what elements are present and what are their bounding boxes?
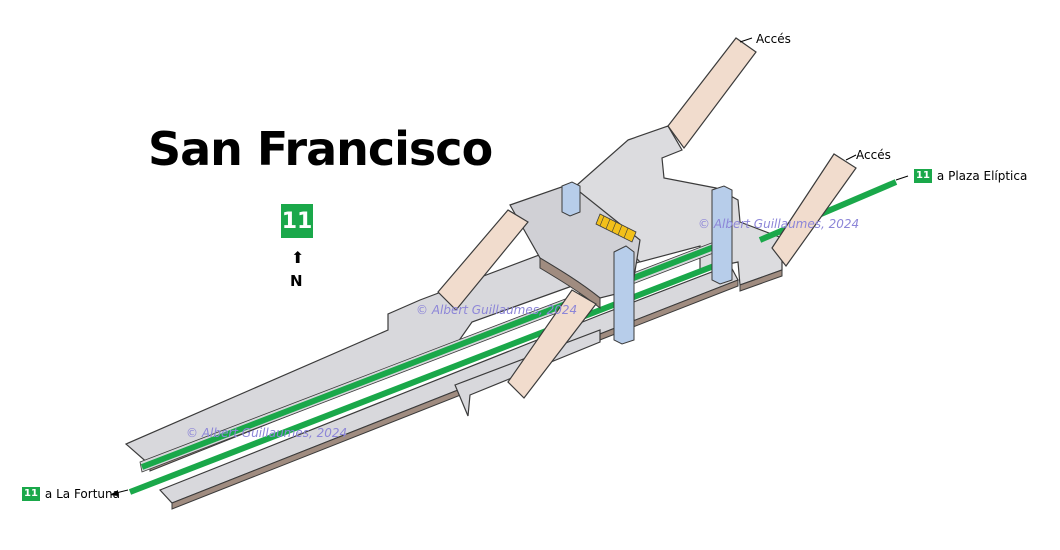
pillar-3 bbox=[711, 185, 733, 285]
destination-la-fortuna: 11 a La Fortuna bbox=[22, 487, 120, 501]
escalator bbox=[595, 213, 637, 243]
watermark: © Albert Guillaumes, 2024 bbox=[186, 426, 348, 440]
station-title: San Francisco bbox=[148, 122, 493, 176]
pillar-2 bbox=[613, 245, 635, 345]
watermark: © Albert Guillaumes, 2024 bbox=[416, 303, 578, 317]
destination-text: a Plaza Elíptica bbox=[936, 169, 1028, 183]
access-corridor-e bbox=[771, 153, 857, 268]
leader-plaza-eliptica bbox=[895, 175, 909, 181]
line-11-badge: 11 bbox=[281, 204, 313, 238]
access-label-1: Accés bbox=[756, 32, 791, 46]
north-label: N bbox=[290, 272, 303, 290]
north-arrow-icon: ⬆ bbox=[291, 248, 305, 267]
leader-acces-2 bbox=[845, 154, 857, 161]
track-line-11-east bbox=[758, 179, 898, 243]
line-11-small-badge: 11 bbox=[22, 487, 40, 501]
access-label-2: Accés bbox=[856, 148, 891, 162]
concourse-side bbox=[539, 257, 601, 310]
mezzanine-edge bbox=[739, 269, 783, 292]
line-11-small-badge: 11 bbox=[914, 169, 932, 183]
destination-text: a La Fortuna bbox=[44, 487, 120, 501]
pillar-1 bbox=[561, 181, 581, 217]
access-corridor-sw bbox=[507, 289, 597, 399]
leader-acces-1 bbox=[739, 37, 753, 43]
watermark: © Albert Guillaumes, 2024 bbox=[698, 217, 860, 231]
access-corridor-ne bbox=[667, 37, 757, 150]
arrowhead-la-fortuna bbox=[110, 490, 118, 496]
access-corridor-w bbox=[437, 209, 529, 311]
destination-plaza-eliptica: 11 a Plaza Elíptica bbox=[914, 169, 1027, 183]
